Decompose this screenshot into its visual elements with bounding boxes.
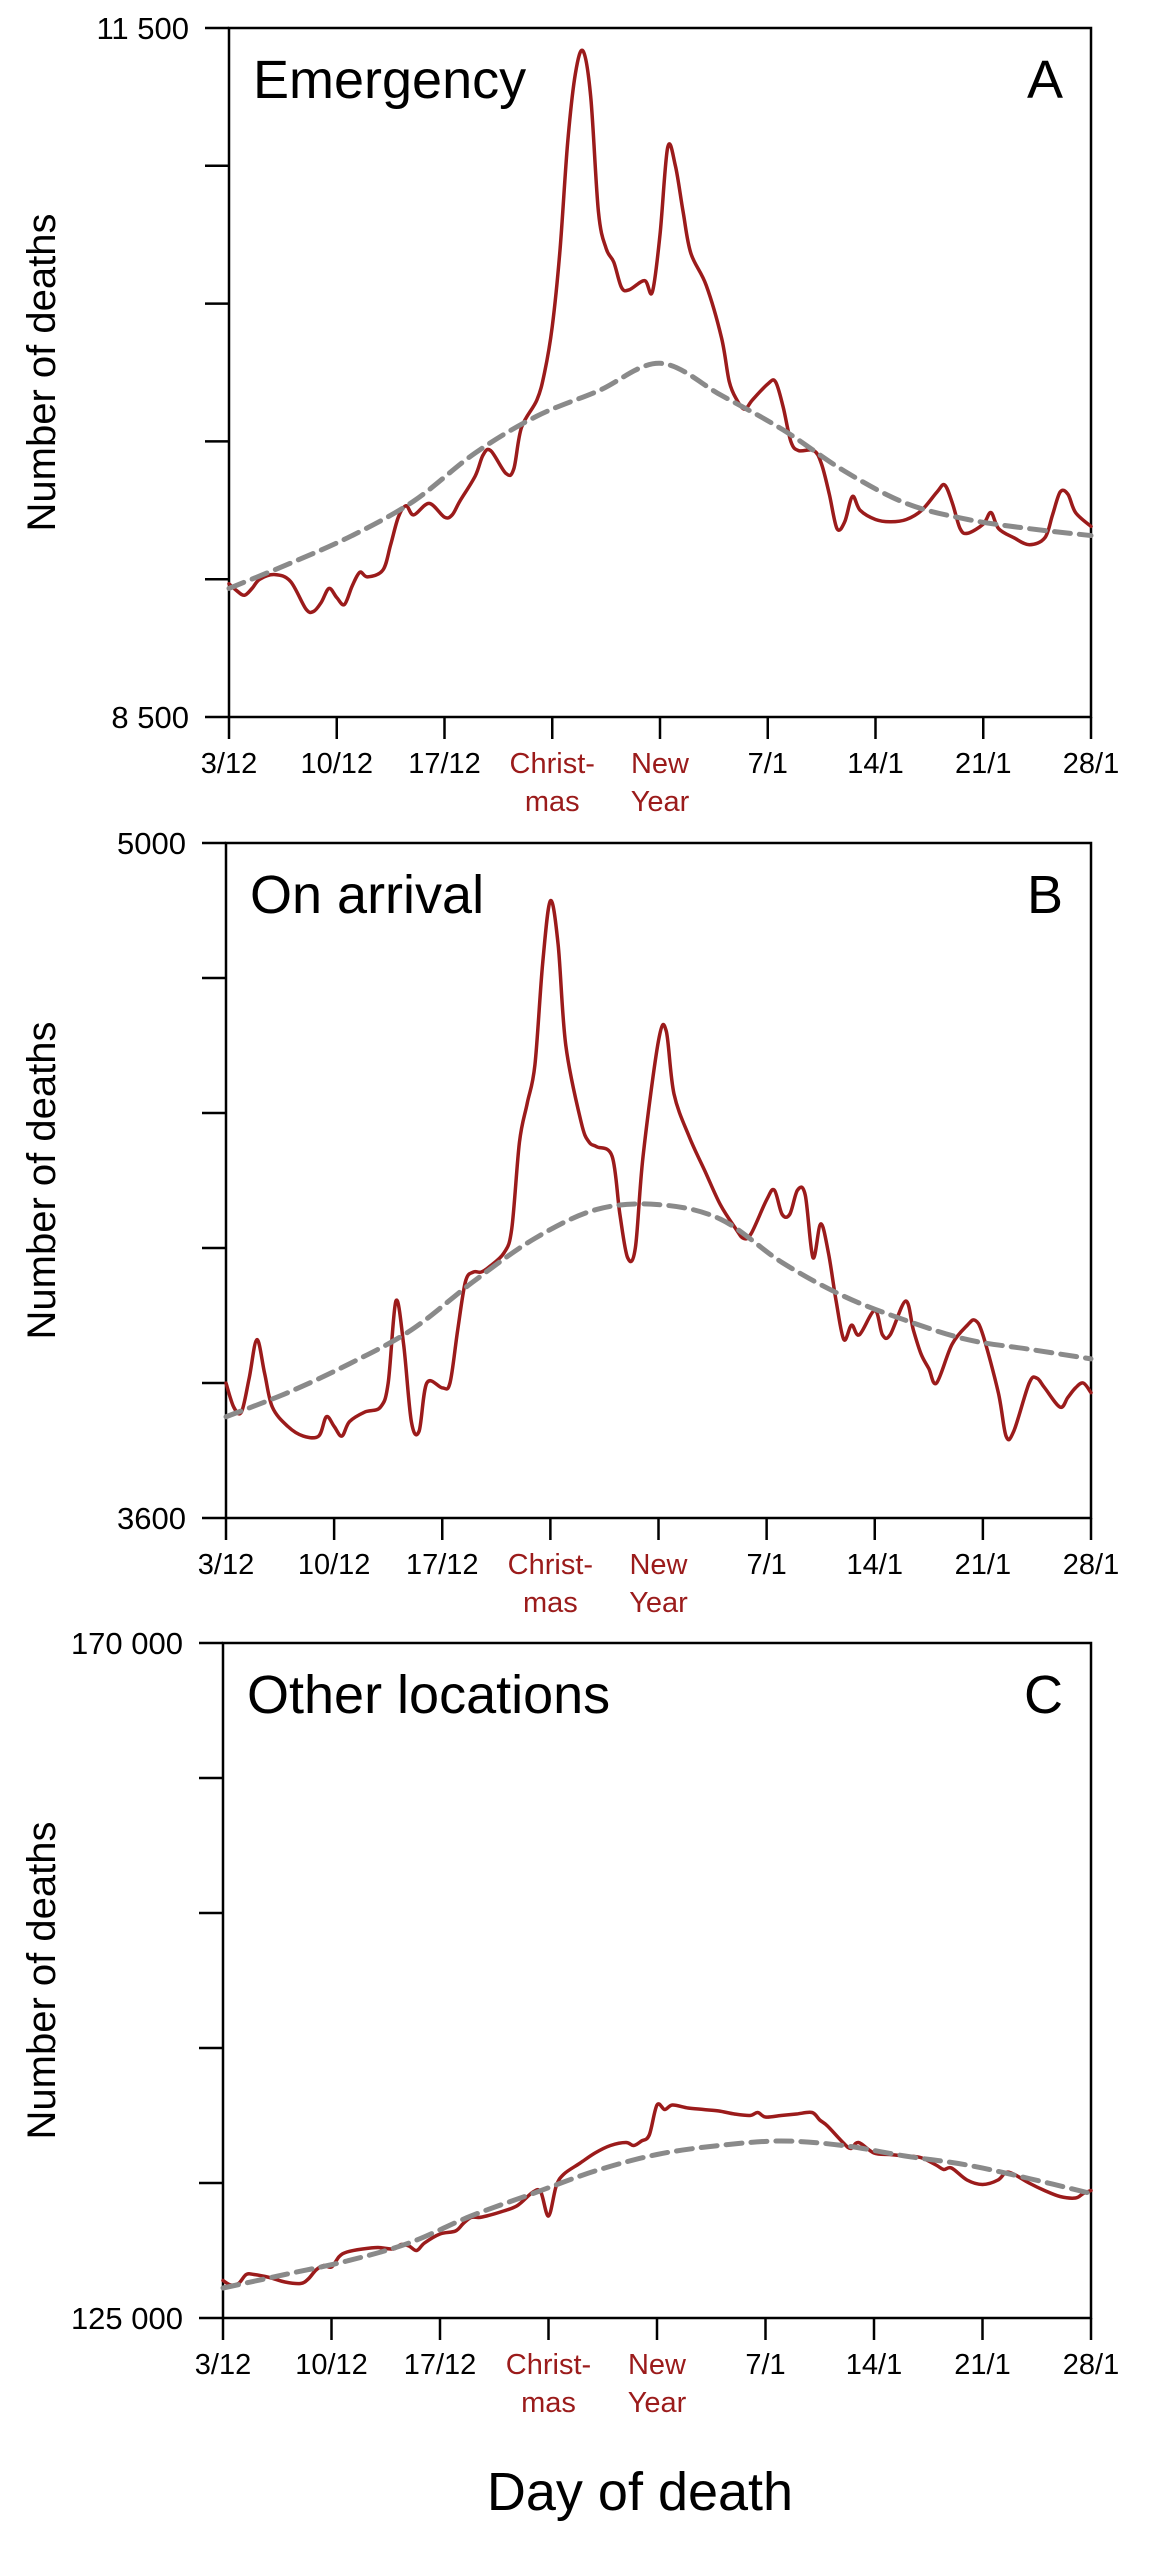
y-tick-label: 11 500 <box>96 11 189 46</box>
x-tick-label: 14/1 <box>846 2349 902 2381</box>
trend-line <box>223 1201 1094 1420</box>
y-axis-label: Number of deaths <box>20 214 64 532</box>
x-tick-label: 28/1 <box>1063 748 1119 780</box>
x-tick-label: 21/1 <box>955 748 1011 780</box>
x-tick-label: 17/12 <box>404 2349 477 2381</box>
x-tick-label: 10/12 <box>295 2349 368 2381</box>
panel-letter: A <box>1027 50 1063 110</box>
x-tick-label: 3/12 <box>198 1549 254 1581</box>
x-tick-label: New Year <box>631 748 690 818</box>
panel-title: Emergency <box>253 50 526 110</box>
x-tick-label: Christ-mas <box>508 1549 593 1619</box>
trend-line <box>226 360 1094 591</box>
y-tick-label: 170 000 <box>71 1626 183 1661</box>
x-tick-label: 17/12 <box>408 748 481 780</box>
y-tick-label: 5000 <box>117 826 186 861</box>
panel-title: On arrival <box>250 865 484 925</box>
y-tick-label: 125 000 <box>71 2301 183 2336</box>
panel-letter: C <box>1024 1665 1063 1725</box>
x-tick-label: New Year <box>629 1549 688 1619</box>
observed-line <box>227 48 1093 615</box>
observed-line <box>224 899 1093 1442</box>
x-tick-label: 21/1 <box>954 2349 1010 2381</box>
y-axis-label: Number of deaths <box>20 1022 64 1340</box>
panel-a: 8 500 11 500 3/12 10/12 17/12 Christ-mas New Ye… <box>20 11 1119 818</box>
x-tick-label: Christ-mas <box>506 2349 591 2419</box>
x-tick-label: 28/1 <box>1063 1549 1119 1581</box>
panel-b: 3600 5000 3/12 10/12 17/12 Christ-mas New Year 7… <box>20 826 1119 1619</box>
x-tick-label: 7/1 <box>748 748 788 780</box>
x-tick-label: 14/1 <box>847 748 903 780</box>
x-tick-label: 7/1 <box>745 2349 785 2381</box>
x-tick-label: 21/1 <box>955 1549 1011 1581</box>
panel-letter: B <box>1027 865 1063 925</box>
x-tick-label: 28/1 <box>1063 2349 1119 2381</box>
x-tick-label: New Year <box>628 2349 687 2419</box>
panel-c: 125 000 170 000 3/12 10/12 17/12 Christ-mas Ne… <box>20 1626 1119 2419</box>
plot-frame <box>227 26 1093 719</box>
y-tick-label: 3600 <box>117 1501 186 1536</box>
x-tick-label: Christ-mas <box>510 748 595 818</box>
x-tick-label: 14/1 <box>847 1549 903 1581</box>
x-tick-label: 10/12 <box>300 748 373 780</box>
panel-title: Other locations <box>247 1665 610 1725</box>
x-tick-label: 3/12 <box>195 2349 251 2381</box>
x-tick-label: 17/12 <box>406 1549 479 1581</box>
x-tick-label: 3/12 <box>201 748 257 780</box>
y-tick-label: 8 500 <box>111 700 189 735</box>
plot-frame <box>221 1641 1093 2320</box>
trend-line <box>220 2138 1094 2291</box>
observed-line <box>221 2102 1093 2287</box>
x-tick-label: 7/1 <box>746 1549 786 1581</box>
x-tick-label: 10/12 <box>298 1549 371 1581</box>
y-axis-label: Number of deaths <box>20 1822 64 2140</box>
x-axis-label: Day of death <box>487 2462 793 2522</box>
